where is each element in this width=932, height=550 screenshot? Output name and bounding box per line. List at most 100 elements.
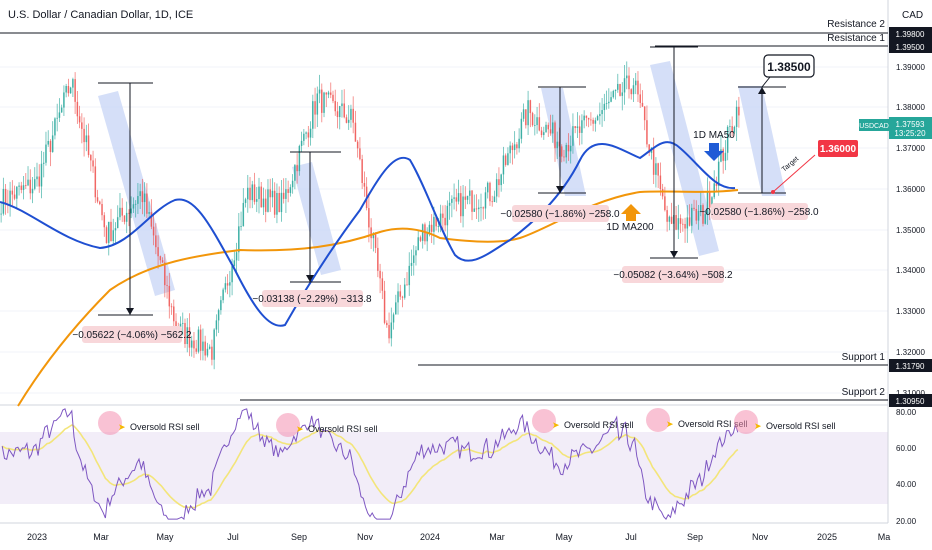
support-1-label: Support 1: [842, 352, 886, 363]
candle-body: [648, 144, 650, 153]
candle-body: [289, 187, 292, 193]
candle-body: [543, 132, 545, 136]
candle-body: [134, 203, 137, 205]
candle-body: [726, 126, 729, 153]
candle-body: [697, 210, 700, 221]
candle-body: [482, 207, 485, 209]
candle-body: [477, 207, 480, 210]
level-badge-text: 1.31790: [896, 362, 925, 371]
candle-body: [321, 89, 323, 113]
candle-body: [99, 201, 101, 205]
candle-body: [69, 87, 72, 94]
resistance-2-label: Resistance 2: [827, 19, 885, 30]
candle-body: [329, 92, 332, 95]
candle-body: [27, 179, 29, 186]
candle-body: [540, 130, 543, 136]
candle-body: [688, 217, 691, 226]
candle-body: [442, 213, 444, 218]
candle-body: [668, 216, 671, 222]
candle-body: [316, 93, 319, 115]
candle-body: [78, 116, 81, 123]
candle-body: [51, 135, 54, 152]
candle-body: [9, 190, 11, 206]
candle-body: [74, 79, 76, 102]
candle-body: [347, 119, 350, 123]
candle-body: [361, 159, 363, 183]
candle-body: [590, 119, 592, 121]
candle-body: [621, 92, 624, 96]
candle-body: [208, 346, 211, 349]
candle-body: [408, 265, 411, 286]
candle-body: [529, 100, 532, 114]
candle-body: [222, 289, 224, 301]
candle-body: [457, 193, 460, 202]
candle-body: [96, 197, 99, 202]
candle-body: [125, 212, 128, 222]
candle-body: [258, 186, 260, 200]
correction-box: [292, 162, 341, 275]
arrow-down-icon: [704, 143, 724, 161]
candle-body: [581, 120, 583, 133]
candle-body: [403, 284, 406, 298]
candle-body: [617, 83, 619, 90]
candle-body: [318, 89, 321, 94]
price-tick: 1.31000: [896, 389, 925, 398]
candle-body: [525, 109, 527, 126]
candle-body: [188, 327, 191, 348]
candle-body: [711, 197, 713, 208]
candle-body: [65, 86, 67, 93]
candle-body: [527, 100, 529, 126]
candle-body: [303, 133, 305, 141]
candle-body: [735, 106, 738, 127]
candle-body: [428, 224, 431, 233]
candle-body: [83, 128, 85, 143]
candle-body: [298, 145, 301, 172]
candle-body: [534, 125, 536, 126]
rsi-band: [0, 432, 888, 504]
candle-body: [639, 94, 641, 103]
candle-body: [363, 182, 366, 187]
candle-body: [513, 144, 516, 151]
candle-body: [307, 132, 310, 138]
price-tick: 1.33000: [896, 307, 925, 316]
candle-body: [630, 89, 633, 95]
candle-body: [352, 108, 354, 123]
candle-body: [549, 129, 552, 134]
candle-body: [435, 216, 437, 227]
level-badge: [889, 40, 932, 53]
level-badge: [889, 394, 932, 407]
time-tick: Jul: [625, 532, 637, 542]
candle-body: [341, 103, 343, 107]
candle-body: [29, 179, 32, 194]
candle-body: [518, 138, 520, 149]
measurement-label: −0.02580 (−1.86%) −258.0: [500, 209, 620, 220]
candle-body: [717, 161, 720, 186]
measurement-label: −0.05622 (−4.06%) −562.2: [72, 330, 192, 341]
candle-body: [231, 266, 233, 283]
candle-body: [220, 300, 222, 311]
candle-body: [583, 115, 585, 121]
candle-body: [410, 262, 413, 266]
candle-body: [204, 341, 206, 356]
price-axis[interactable]: 1.39000 1.38000 1.37000 1.36000 1.35000 …: [896, 63, 925, 398]
time-axis[interactable]: 2023 Mar May Jul Sep Nov 2024 Mar May Ju…: [27, 532, 890, 542]
candle-body: [103, 215, 106, 228]
candle-body: [666, 210, 668, 222]
rsi-signal-label: Oversold RSI sell: [678, 419, 748, 429]
candle-body: [419, 237, 422, 241]
target-arrow: [772, 154, 816, 193]
candle-body: [569, 145, 572, 152]
candle-body: [612, 90, 615, 98]
level-badge-text: 1.30950: [896, 397, 925, 406]
symbol-badge-text: USDCAD: [859, 123, 889, 130]
candle-body: [359, 148, 361, 160]
candle-body: [682, 223, 684, 225]
candle-body: [469, 190, 471, 196]
rsi-tick: 40.00: [896, 480, 917, 489]
candle-body: [572, 126, 574, 146]
rsi-tick: 80.00: [896, 408, 917, 417]
candle-body: [706, 191, 709, 214]
candle-body: [267, 189, 269, 212]
candle-body: [563, 156, 565, 158]
candle-body: [273, 190, 276, 215]
